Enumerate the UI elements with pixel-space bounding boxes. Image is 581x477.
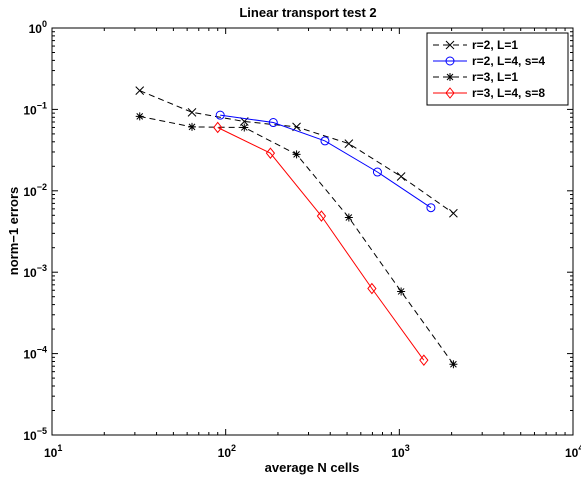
- legend: r=2, L=1 r=2, L=4, s=4 r=3, L=1 r=3, L=4, s…: [426, 32, 569, 106]
- y-axis-label: norm−1 errors: [6, 187, 21, 276]
- y-tick-label: 10−4: [23, 345, 47, 362]
- y-tick-label: 10−1: [23, 100, 47, 117]
- series-line: [220, 114, 432, 209]
- legend-label: r=3, L=4, s=8: [472, 86, 545, 100]
- asterisk-marker: [135, 112, 144, 121]
- x-marker: [396, 172, 406, 181]
- diamond-marker: [419, 354, 429, 366]
- asterisk-marker: [240, 123, 249, 132]
- x-tick-label: 104: [565, 443, 581, 460]
- x-marker: [344, 139, 354, 148]
- asterisk-marker: [188, 122, 197, 131]
- legend-label: r=2, L=4, s=4: [472, 54, 545, 68]
- circle-marker: [215, 110, 225, 120]
- asterisk-marker: [344, 213, 353, 222]
- series-line: [217, 127, 425, 361]
- y-tick-label: 10−2: [23, 182, 47, 199]
- circle-marker: [320, 136, 330, 146]
- y-tick-label: 10−5: [23, 426, 47, 443]
- x-marker: [135, 86, 145, 95]
- chart-title: Linear transport test 2: [239, 5, 376, 20]
- axis-ticks: 101 102 103 104 100 10−1 10−2 10−3 10−4 10−5: [23, 19, 581, 460]
- x-marker: [449, 208, 458, 218]
- diamond-marker: [445, 87, 455, 99]
- circle-marker: [268, 118, 278, 128]
- diamond-marker: [265, 147, 276, 159]
- circle-marker: [426, 203, 436, 213]
- diamond-marker: [316, 210, 327, 222]
- x-tick-label: 102: [218, 443, 236, 460]
- x-tick-label: 101: [44, 443, 62, 460]
- legend-label: r=3, L=1: [472, 70, 518, 84]
- asterisk-marker: [292, 150, 301, 159]
- x-marker: [187, 107, 197, 117]
- asterisk-marker: [449, 360, 458, 369]
- x-marker: [445, 40, 455, 50]
- circle-marker: [445, 56, 455, 66]
- asterisk-marker: [446, 73, 454, 81]
- diamond-marker: [213, 121, 223, 134]
- series-2: [215, 110, 436, 213]
- y-tick-label: 10−3: [23, 263, 47, 280]
- diamond-marker: [367, 282, 377, 295]
- x-tick-label: 103: [391, 443, 409, 460]
- series-4: [213, 121, 429, 366]
- x-axis-label: average N cells: [265, 460, 360, 475]
- series-3: [135, 112, 458, 369]
- asterisk-marker: [397, 287, 406, 296]
- y-tick-label: 100: [29, 19, 47, 36]
- legend-label: r=2, L=1: [472, 38, 518, 52]
- series-layer: [135, 86, 458, 369]
- circle-marker: [372, 167, 382, 177]
